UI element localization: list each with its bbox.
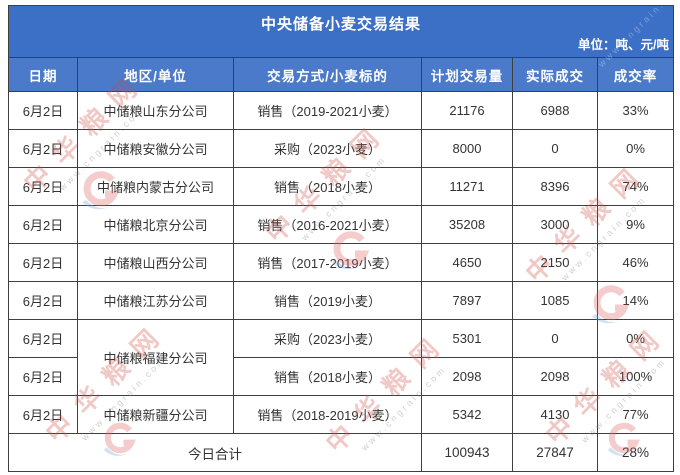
trade-results-table: 中央储备小麦交易结果 单位：吨、元/吨 日期 地区/单位 交易方式/小麦标的 计… <box>7 5 675 472</box>
header-row: 日期 地区/单位 交易方式/小麦标的 计划交易量 实际成交 成交率 <box>8 57 675 92</box>
cell-deal: 采购（2023小麦） <box>233 319 422 358</box>
cell-planned: 2098 <box>421 357 513 396</box>
col-header-date: 日期 <box>8 57 78 92</box>
table-row: 6月2日 中储粮江苏分公司 销售（2019小麦） 7897 1085 14% <box>8 281 675 320</box>
col-header-org: 地区/单位 <box>77 57 234 92</box>
page-title: 中央储备小麦交易结果 <box>261 16 422 33</box>
cell-org: 中储粮新疆分公司 <box>77 395 234 434</box>
cell-date: 6月2日 <box>8 129 78 168</box>
cell-planned: 5342 <box>421 395 513 434</box>
cell-planned: 8000 <box>421 129 513 168</box>
table-row: 6月2日 中储粮山东分公司 销售（2019-2021小麦） 21176 6988… <box>8 91 675 130</box>
cell-actual: 3000 <box>512 205 598 244</box>
cell-rate: 74% <box>596 167 675 206</box>
cell-planned: 7897 <box>421 281 513 320</box>
cell-deal: 销售（2018小麦） <box>233 357 422 396</box>
cell-date: 6月2日 <box>8 395 78 434</box>
cell-planned: 11271 <box>421 167 513 206</box>
cell-rate: 46% <box>596 243 675 282</box>
cell-rate: 33% <box>596 91 675 130</box>
table-row: 6月2日 销售（2018小麦） 2098 2098 100% <box>8 357 675 396</box>
cell-org: 中储粮北京分公司 <box>77 205 234 244</box>
cell-org: 中储粮江苏分公司 <box>77 281 234 320</box>
table-row: 6月2日 中储粮内蒙古分公司 销售（2018小麦） 11271 8396 74% <box>8 167 675 206</box>
total-planned: 100943 <box>421 433 513 472</box>
col-header-rate: 成交率 <box>596 57 675 92</box>
cell-rate: 100% <box>596 357 675 396</box>
total-rate: 28% <box>596 433 675 472</box>
cell-date: 6月2日 <box>8 243 78 282</box>
total-actual: 27847 <box>512 433 598 472</box>
cell-deal: 销售（2018小麦） <box>233 167 422 206</box>
total-row: 今日合计 100943 27847 28% <box>8 433 675 472</box>
total-label: 今日合计 <box>8 433 422 472</box>
cell-deal: 销售（2016-2021小麦） <box>233 205 422 244</box>
cell-org: 中储粮安徽分公司 <box>77 129 234 168</box>
cell-date: 6月2日 <box>8 167 78 206</box>
table-row: 6月2日 中储粮新疆分公司 销售（2018-2019小麦） 5342 4130 … <box>8 395 675 434</box>
cell-date: 6月2日 <box>8 319 78 358</box>
table-row: 6月2日 中储粮安徽分公司 采购（2023小麦） 8000 0 0% <box>8 129 675 168</box>
table-row: 6月2日 中储粮北京分公司 销售（2016-2021小麦） 35208 3000… <box>8 205 675 244</box>
cell-date: 6月2日 <box>8 357 78 396</box>
cell-planned: 5301 <box>421 319 513 358</box>
cell-actual: 6988 <box>512 91 598 130</box>
cell-rate: 77% <box>596 395 675 434</box>
wheat-trade-results-image: 中央储备小麦交易结果 单位：吨、元/吨 日期 地区/单位 交易方式/小麦标的 计… <box>7 5 675 472</box>
col-header-deal: 交易方式/小麦标的 <box>233 57 422 92</box>
cell-rate: 9% <box>596 205 675 244</box>
cell-actual: 4130 <box>512 395 598 434</box>
cell-org: 中储粮内蒙古分公司 <box>77 167 234 206</box>
cell-actual: 2098 <box>512 357 598 396</box>
cell-rate: 14% <box>596 281 675 320</box>
cell-org-merged: 中储粮福建分公司 <box>77 319 234 396</box>
cell-rate: 0% <box>596 129 675 168</box>
table-row: 6月2日 中储粮山西分公司 销售（2017-2019小麦） 4650 2150 … <box>8 243 675 282</box>
cell-date: 6月2日 <box>8 91 78 130</box>
col-header-actual: 实际成交 <box>512 57 598 92</box>
cell-org: 中储粮山西分公司 <box>77 243 234 282</box>
cell-deal: 采购（2023小麦） <box>233 129 422 168</box>
cell-actual: 8396 <box>512 167 598 206</box>
cell-actual: 1085 <box>512 281 598 320</box>
cell-date: 6月2日 <box>8 281 78 320</box>
cell-rate: 0% <box>596 319 675 358</box>
unit-note: 单位：吨、元/吨 <box>578 38 670 52</box>
cell-date: 6月2日 <box>8 205 78 244</box>
cell-deal: 销售（2019-2021小麦） <box>233 91 422 130</box>
cell-deal: 销售（2018-2019小麦） <box>233 395 422 434</box>
cell-actual: 2150 <box>512 243 598 282</box>
cell-deal: 销售（2019小麦） <box>233 281 422 320</box>
table-row: 6月2日 中储粮福建分公司 采购（2023小麦） 5301 0 0% <box>8 319 675 396</box>
cell-org: 中储粮山东分公司 <box>77 91 234 130</box>
cell-actual: 0 <box>512 319 598 358</box>
title-band: 中央储备小麦交易结果 单位：吨、元/吨 <box>7 5 675 58</box>
col-header-planned: 计划交易量 <box>421 57 513 92</box>
cell-planned: 35208 <box>421 205 513 244</box>
cell-deal: 销售（2017-2019小麦） <box>233 243 422 282</box>
cell-planned: 21176 <box>421 91 513 130</box>
cell-planned: 4650 <box>421 243 513 282</box>
cell-actual: 0 <box>512 129 598 168</box>
